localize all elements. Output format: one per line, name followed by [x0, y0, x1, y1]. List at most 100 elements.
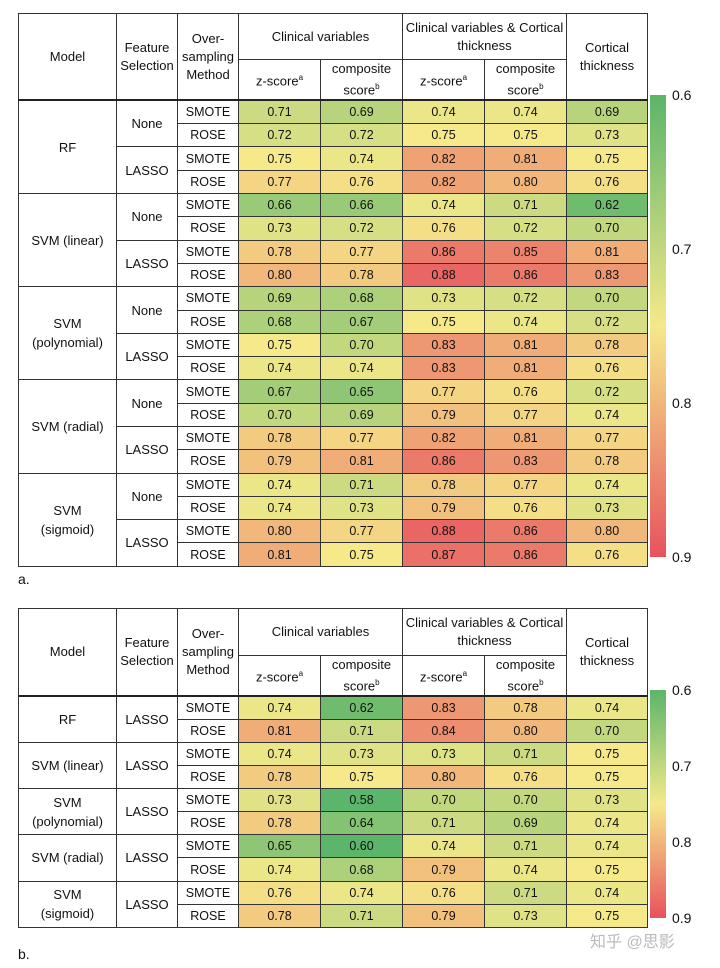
z-score-header: z-scorea [238, 59, 321, 102]
value-cell: 0.72 [484, 286, 567, 311]
table-row: LASSO SMOTE 0.78 0.77 0.82 0.81 0.77 [19, 425, 648, 474]
value-cell: 0.67 [320, 309, 403, 334]
value-cell: 0.72 [566, 309, 648, 334]
value-cell: 0.75 [566, 903, 648, 928]
value-cell: 0.79 [402, 402, 485, 427]
value-cell: 0.76 [402, 216, 485, 241]
value-cell: 0.84 [402, 718, 485, 744]
feature-selection-cell: None [116, 286, 178, 334]
table-row: LASSO SMOTE 0.75 0.70 0.83 0.81 0.78 [19, 332, 648, 381]
table-row: SVM (linear) None SMOTE 0.66 0.66 0.74 0.71 0.6… [18, 193, 648, 288]
panel-label: b. [18, 946, 30, 962]
color-scale-tick: 0.6 [672, 87, 692, 103]
value-cell: 0.74 [320, 880, 403, 905]
model-name: SVM (linear) [18, 193, 117, 288]
oversampling-method-cell: ROSE [177, 123, 239, 148]
value-cell: 0.74 [238, 742, 321, 767]
value-cell: 0.77 [320, 519, 403, 544]
value-cell: 0.74 [320, 356, 403, 381]
oversampling-header: Over-sampling Method [177, 608, 239, 698]
oversampling-method-cell: ROSE [177, 309, 239, 334]
value-cell: 0.81 [484, 425, 567, 451]
composite-score-footnote: b [539, 678, 544, 687]
table-row: ROSE 0.81 0.71 0.84 0.80 0.70 [19, 718, 648, 744]
color-scale-tick: 0.8 [672, 395, 692, 411]
value-cell: 0.71 [484, 742, 567, 767]
value-cell: 0.74 [566, 880, 648, 905]
value-cell: 0.79 [238, 449, 321, 474]
table-row: SVM (polynomial) None SMOTE 0.69 0.68 0.73 0.7… [18, 286, 648, 381]
clinical-variables-header: Clinical variables [238, 13, 403, 60]
value-cell: 0.78 [238, 239, 321, 264]
model-name: SVM (polynomial) [18, 286, 117, 381]
value-cell: 0.74 [320, 146, 403, 171]
oversampling-method-cell: ROSE [177, 495, 239, 521]
value-cell: 0.80 [566, 519, 648, 544]
oversampling-method-cell: SMOTE [177, 193, 239, 218]
feature-selection-cell: LASSO [116, 425, 178, 474]
composite-score-label: composite score [495, 657, 556, 694]
oversampling-method-cell: SMOTE [177, 472, 239, 497]
color-scale-tick: 0.9 [672, 549, 692, 565]
value-cell: 0.76 [484, 379, 567, 404]
value-cell: 0.72 [484, 216, 567, 241]
value-cell: 0.83 [402, 695, 485, 720]
table-row: ROSE 0.81 0.75 0.87 0.86 0.76 [19, 542, 648, 567]
value-cell: 0.74 [238, 495, 321, 521]
oversampling-method-cell: ROSE [177, 765, 239, 790]
value-cell: 0.75 [320, 765, 403, 790]
table-row: SVM (radial) LASSO SMOTE 0.65 0.60 0.74 0.71 0.… [18, 834, 648, 882]
value-cell: 0.70 [566, 286, 648, 311]
table-row: ROSE 0.73 0.72 0.76 0.72 0.70 [19, 216, 648, 241]
value-cell: 0.69 [238, 286, 321, 311]
z-score-label: z-score [255, 669, 299, 685]
feature-selection-cell: None [116, 379, 178, 427]
value-cell: 0.80 [238, 519, 321, 544]
composite-score-footnote: b [375, 678, 380, 687]
value-cell: 0.76 [402, 880, 485, 905]
value-cell: 0.76 [484, 765, 567, 790]
model-name: SVM (sigmoid) [18, 472, 117, 567]
value-cell: 0.75 [566, 765, 648, 790]
value-cell: 0.72 [566, 379, 648, 404]
value-cell: 0.86 [484, 542, 567, 567]
composite-score-header: composite scoreb [320, 59, 403, 102]
model-name: SVM (polynomial) [18, 788, 117, 836]
table-row: ROSE 0.80 0.78 0.88 0.86 0.83 [19, 262, 648, 288]
value-cell: 0.80 [238, 262, 321, 288]
value-cell: 0.68 [320, 286, 403, 311]
value-cell: 0.73 [402, 742, 485, 767]
value-cell: 0.70 [566, 718, 648, 744]
oversampling-method-cell: SMOTE [177, 742, 239, 767]
value-cell: 0.69 [566, 99, 648, 125]
value-cell: 0.75 [566, 146, 648, 171]
z-score-header: z-scorea [402, 655, 485, 698]
feature-selection-cell: None [116, 472, 178, 521]
table-row: ROSE 0.74 0.68 0.79 0.74 0.75 [19, 857, 648, 882]
value-cell: 0.74 [484, 309, 567, 334]
value-cell: 0.88 [402, 262, 485, 288]
value-cell: 0.65 [320, 379, 403, 404]
value-cell: 0.81 [566, 239, 648, 264]
value-cell: 0.72 [320, 216, 403, 241]
composite-score-header: composite scoreb [484, 655, 567, 698]
value-cell: 0.83 [402, 356, 485, 381]
oversampling-method-cell: SMOTE [177, 519, 239, 544]
table-row: RF LASSO SMOTE 0.74 0.62 0.83 0.78 0.74 [18, 695, 648, 744]
model-name: RF [18, 99, 117, 195]
oversampling-method-cell: ROSE [177, 262, 239, 288]
value-cell: 0.74 [566, 695, 648, 720]
value-cell: 0.73 [566, 123, 648, 148]
oversampling-method-cell: SMOTE [177, 880, 239, 905]
value-cell: 0.80 [402, 765, 485, 790]
value-cell: 0.82 [402, 146, 485, 171]
oversampling-method-cell: SMOTE [177, 425, 239, 451]
value-cell: 0.75 [238, 146, 321, 171]
watermark: 知乎 @思影 [590, 934, 675, 951]
value-cell: 0.62 [566, 193, 648, 218]
value-cell: 0.74 [238, 695, 321, 720]
table-row: RF None SMOTE 0.71 0.69 0.74 0.74 0.69 [18, 99, 648, 195]
z-score-footnote: a [462, 73, 468, 82]
oversampling-method-cell: ROSE [177, 356, 239, 381]
value-cell: 0.83 [566, 262, 648, 288]
